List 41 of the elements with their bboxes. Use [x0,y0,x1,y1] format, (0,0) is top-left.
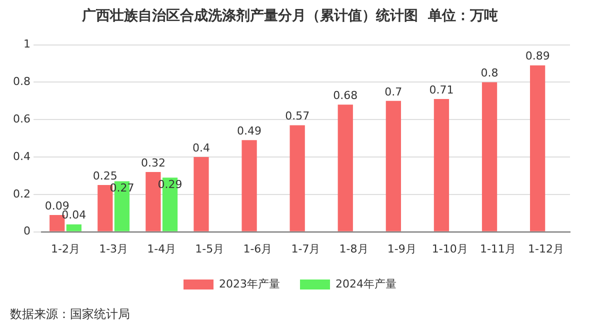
x-tick-label: 1-8月 [339,242,368,256]
bar [66,224,82,232]
bar [386,100,401,232]
y-tick-label: 0 [23,224,30,238]
x-tick-label: 1-3月 [99,242,128,256]
bar [194,157,209,232]
bar [434,99,450,232]
x-tick-label: 1-7月 [291,242,320,256]
data-label: 0.49 [237,124,262,138]
bar [530,65,546,232]
x-tick-label: 1-11月 [480,242,516,256]
x-tick-label: 1-4月 [147,242,176,256]
legend-label: 2024年产量 [336,277,396,290]
bar [290,125,305,232]
x-tick-label: 1-5月 [195,242,224,256]
data-label: 0.8 [480,66,498,80]
bar [338,104,353,232]
legend-label: 2023年产量 [219,277,280,290]
data-label: 0.25 [92,169,118,182]
y-tick-label: 0.8 [12,75,30,88]
bar [242,140,257,232]
x-tick-label: 1-2月 [51,242,80,256]
chart-title: 广西壮族自治区合成洗涤剂产量分月（累计值）统计图 单位：万吨 [81,7,498,24]
data-label: 0.04 [62,208,86,222]
data-label: 0.7 [384,85,402,98]
y-tick-label: 0.2 [12,187,30,200]
y-tick-label: 0.6 [12,112,30,126]
data-label: 0.4 [192,141,210,154]
x-tick-label: 1-9月 [387,242,416,256]
data-label: 0.32 [140,156,166,170]
data-label: 0.57 [285,110,310,123]
data-label: 0.68 [333,89,358,102]
x-tick-label: 1-10月 [432,242,468,256]
bar [482,82,498,232]
x-tick-label: 1-12月 [528,242,564,256]
y-tick-label: 0.4 [12,150,30,163]
x-tick-label: 1-6月 [243,242,272,256]
source-note: 数据来源：国家统计局 [10,306,130,323]
data-label: 0.89 [525,50,550,63]
y-tick-label: 1 [23,38,30,51]
data-label: 0.71 [429,83,454,96]
